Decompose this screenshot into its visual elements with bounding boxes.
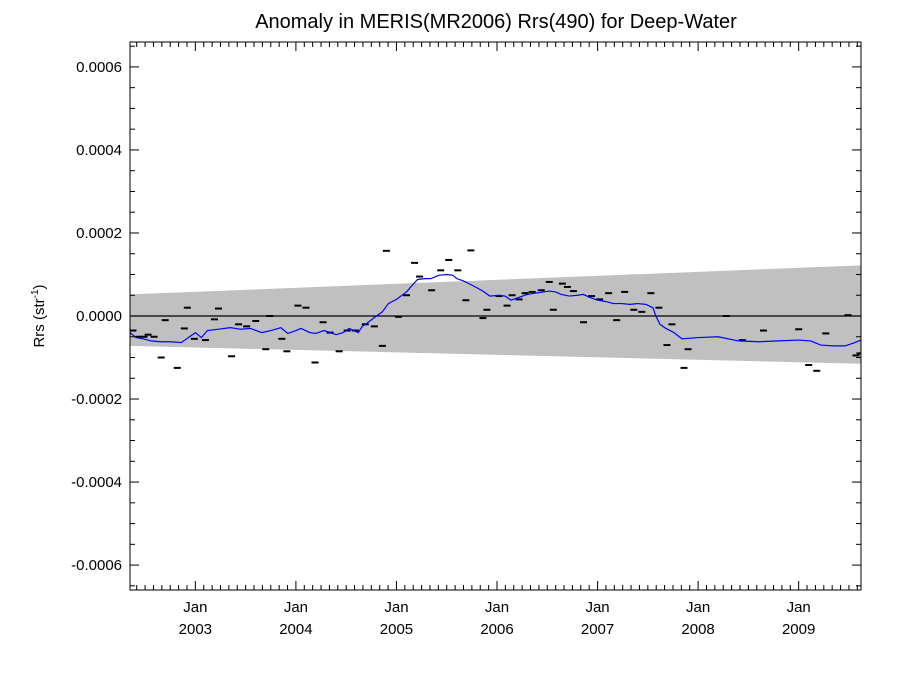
y-axis-label-superscript: -1 <box>30 289 41 298</box>
trend-line-layer <box>130 273 861 347</box>
y-tick-label: -0.0006 <box>71 557 122 574</box>
svg-text:Rrs (str-1): Rrs (str-1) <box>30 284 48 347</box>
x-tick-label-month: Jan <box>485 599 509 616</box>
x-tick-label-year: 2006 <box>480 621 513 638</box>
chart-title: Anomaly in MERIS(MR2006) Rrs(490) for De… <box>255 11 737 33</box>
x-tick-label-year: 2009 <box>782 621 815 638</box>
marker-layer <box>130 249 861 372</box>
trend-line <box>130 273 861 347</box>
y-tick-label: 0.0004 <box>76 142 122 159</box>
y-axis-label-main: Rrs (str <box>31 298 48 347</box>
x-tick-label-year: 2007 <box>581 621 614 638</box>
y-axis-label: Rrs (str-1) <box>30 284 48 347</box>
x-tick-label-year: 2005 <box>380 621 413 638</box>
y-tick-label: 0.0006 <box>76 59 122 76</box>
x-tick-label-month: Jan <box>284 599 308 616</box>
plot-area: -0.0006 -0.0004 -0.0002 0.0000 0.0002 0.0004 0… <box>71 41 862 638</box>
x-tick-label-month: Jan <box>787 599 811 616</box>
y-tick-label: 0.0002 <box>76 225 122 242</box>
x-tick-label-month: Jan <box>183 599 207 616</box>
confidence-band-layer <box>130 265 861 364</box>
x-tick-label-month: Jan <box>686 599 710 616</box>
tick-layer: -0.0006 -0.0004 -0.0002 0.0000 0.0002 0.0004 0… <box>71 42 861 638</box>
y-tick-label: -0.0004 <box>71 474 122 491</box>
x-tick-label-month: Jan <box>585 599 609 616</box>
y-tick-label: -0.0002 <box>71 391 122 408</box>
y-axis-label-close: ) <box>31 284 48 289</box>
confidence-band <box>130 265 861 364</box>
x-tick-label-year: 2008 <box>681 621 714 638</box>
x-tick-label-year: 2004 <box>279 621 312 638</box>
x-tick-label-month: Jan <box>384 599 408 616</box>
y-tick-label: 0.0000 <box>76 308 122 325</box>
x-tick-label-year: 2003 <box>179 621 212 638</box>
